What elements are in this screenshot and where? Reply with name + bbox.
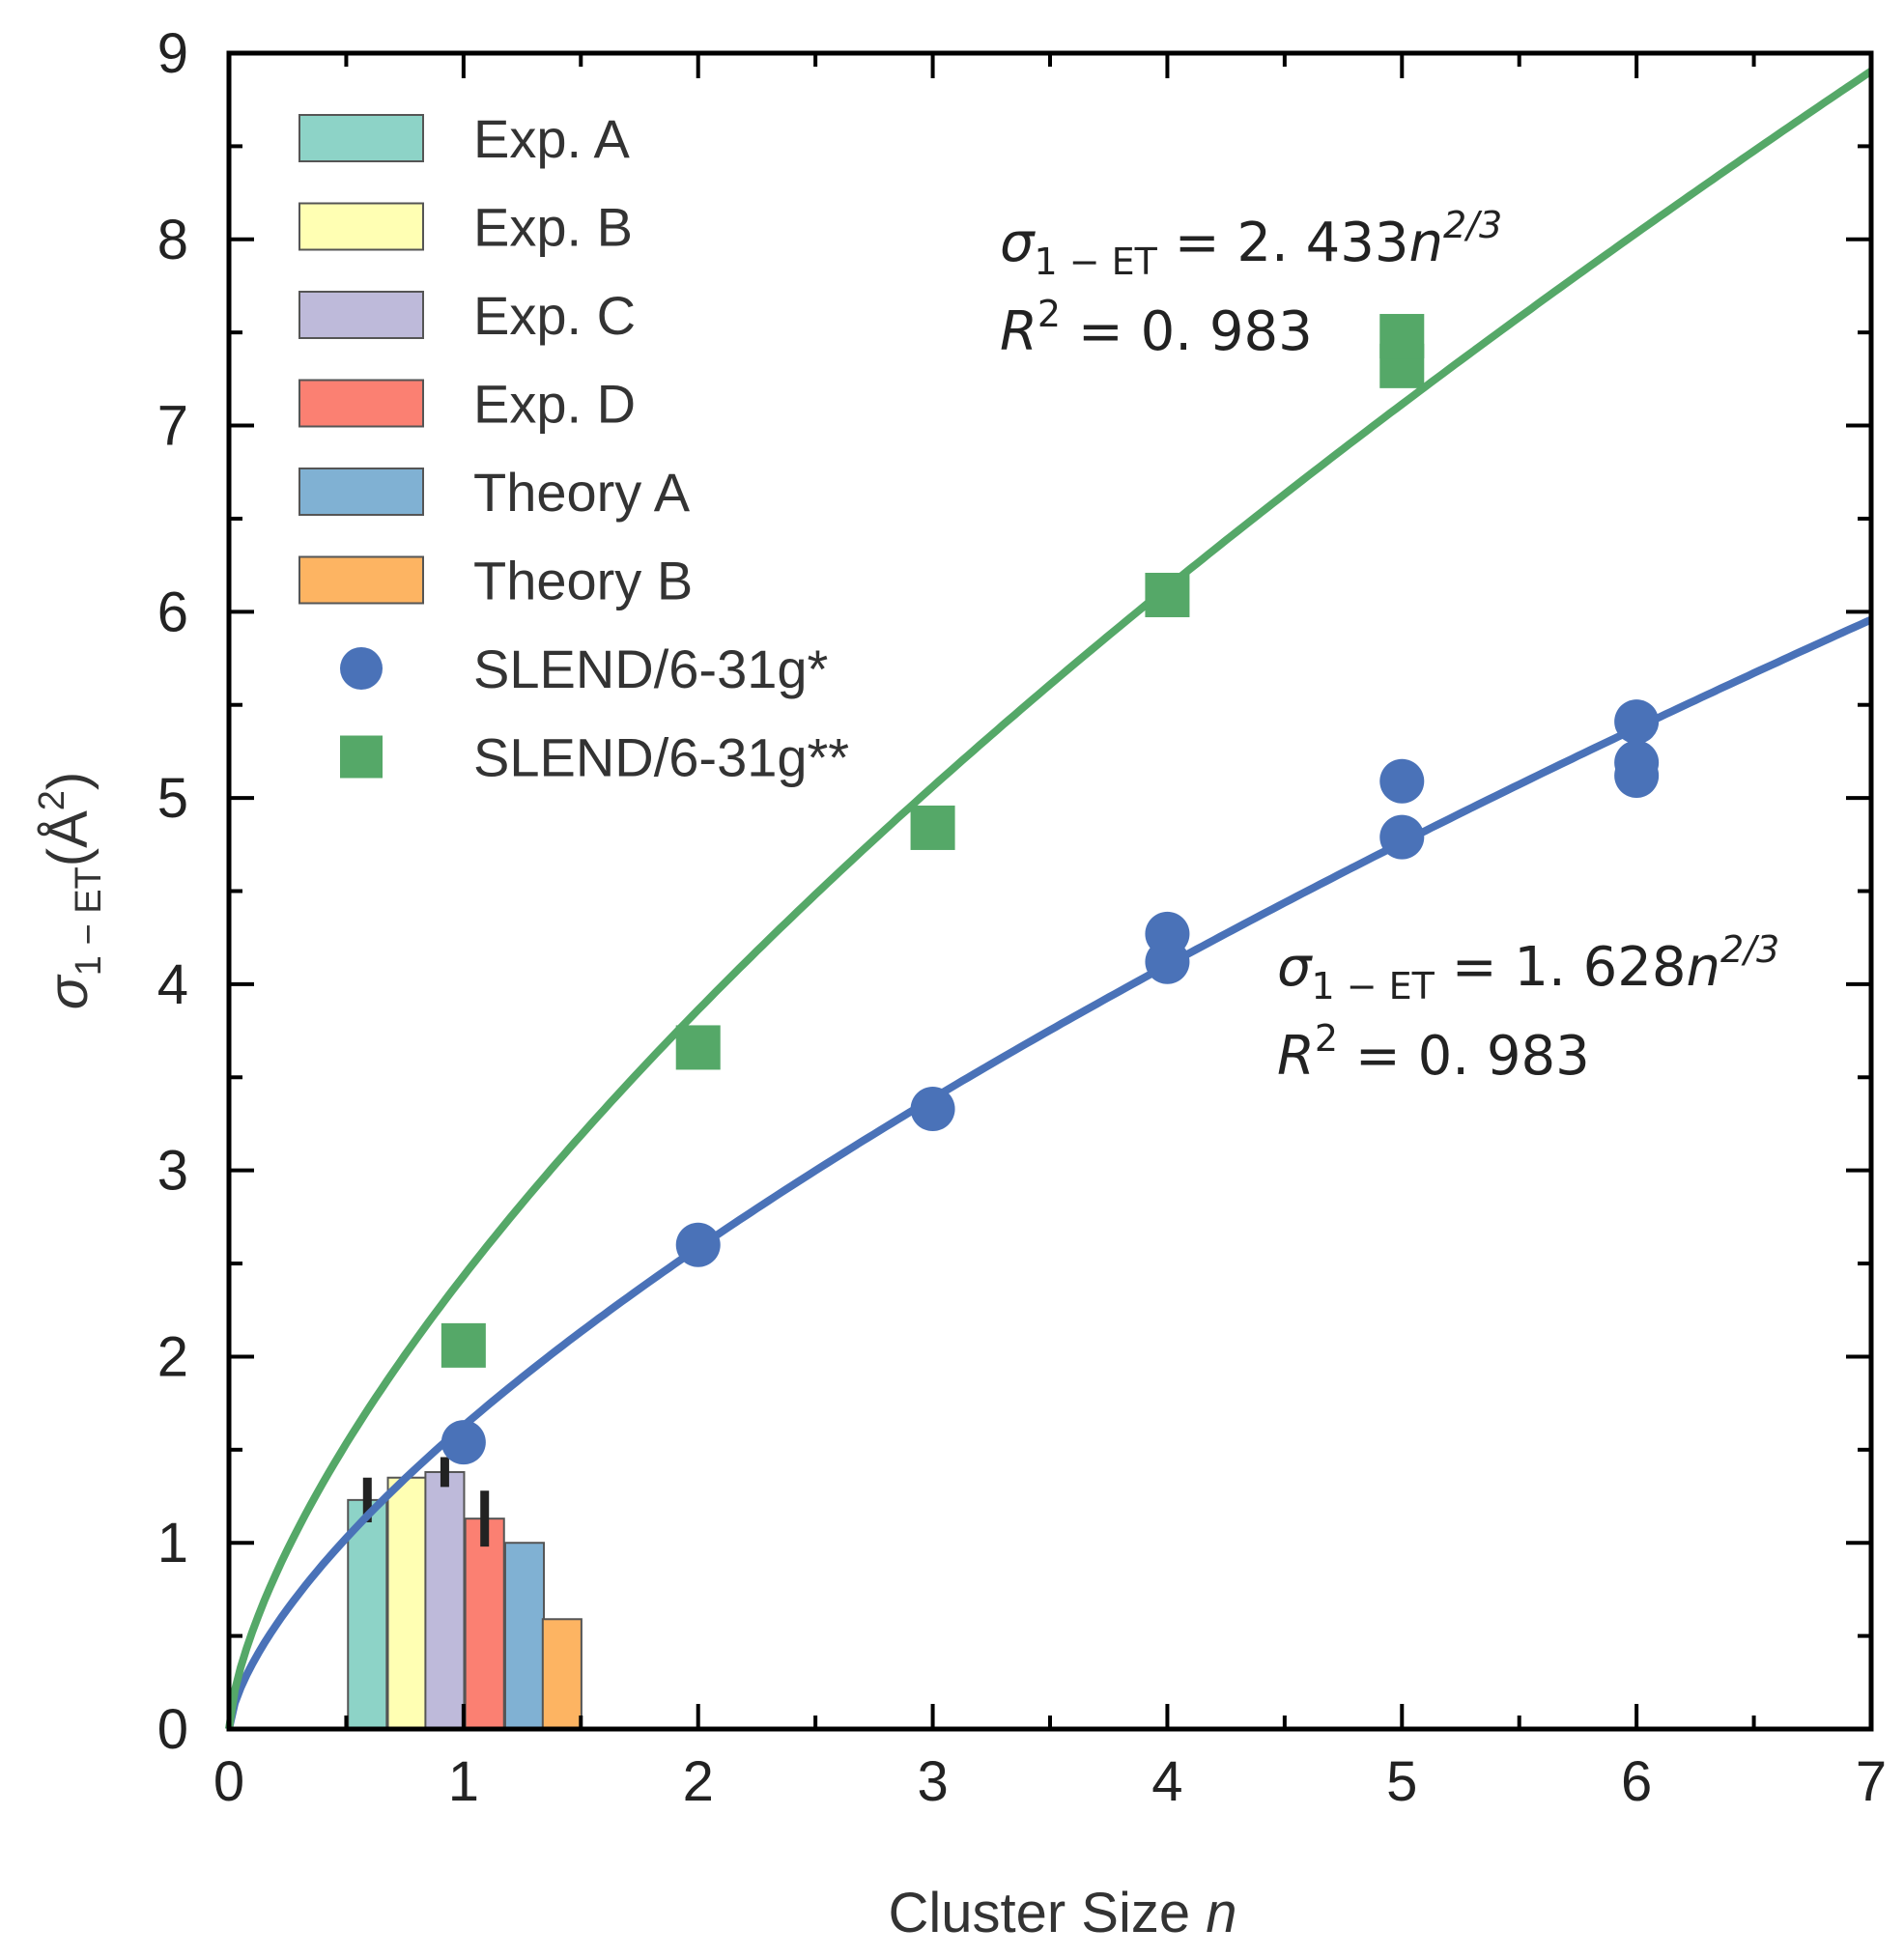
y-tick-label: 3 <box>157 1140 188 1203</box>
legend: Exp. A Exp. B Exp. C Exp. D Theory A Theory B… <box>298 108 849 788</box>
legend-label: Exp. A <box>473 108 631 169</box>
y-tick-label: 4 <box>157 953 188 1016</box>
y-axis-title: σ1 − ET(Å2) <box>32 772 109 1009</box>
data-point <box>1145 911 1190 956</box>
legend-label: SLEND/6-31g** <box>473 727 849 788</box>
y-tick-label: 0 <box>157 1698 188 1761</box>
legend-label: Exp. D <box>473 374 636 435</box>
fit-annotation-blue: σ1 − ET = 1. 628n2/3 R2 = 0. 983 <box>1277 928 1779 1088</box>
data-point <box>1145 572 1190 617</box>
y-tick-label: 8 <box>157 209 188 271</box>
bar-theory-b <box>541 1618 583 1730</box>
legend-marker <box>340 735 383 779</box>
legend-swatch <box>298 468 424 516</box>
data-point <box>1379 314 1425 359</box>
data-point <box>1614 740 1660 785</box>
x-tick-label: 3 <box>917 1750 948 1813</box>
bar-exp-a <box>347 1498 388 1730</box>
x-tick-label: 6 <box>1621 1750 1652 1813</box>
data-point <box>1614 699 1660 745</box>
x-tick-label: 7 <box>1856 1750 1887 1813</box>
data-point <box>675 1025 721 1070</box>
plot-frame <box>226 50 1874 1732</box>
x-tick-label: 4 <box>1151 1750 1182 1813</box>
x-tick-label: 1 <box>448 1750 479 1813</box>
legend-swatch <box>298 291 424 339</box>
legend-swatch <box>298 114 424 162</box>
bar-exp-d <box>464 1517 505 1731</box>
y-tick-label: 9 <box>157 22 188 85</box>
legend-marker <box>340 647 383 690</box>
legend-swatch <box>298 555 424 605</box>
fit-curve <box>225 68 1874 1730</box>
tick-labels-layer: 0 1 2 3 4 5 6 7 0 1 2 3 4 5 6 7 8 9 <box>157 22 1887 1813</box>
fit-equation-green: σ1 − ET = 2. 433n2/3 <box>1000 204 1502 283</box>
data-point <box>440 1420 486 1465</box>
fit-r2-blue: R2 = 0. 983 <box>1277 1017 1590 1088</box>
y-tick-label: 5 <box>157 767 188 830</box>
y-tick-label: 6 <box>157 581 188 643</box>
legend-label: Theory B <box>473 551 693 611</box>
data-point <box>910 1087 955 1132</box>
legend-label: Exp. B <box>473 197 633 258</box>
x-tick-label: 5 <box>1386 1750 1417 1813</box>
fits-layer <box>225 68 1874 1730</box>
y-tick-label: 2 <box>157 1325 188 1388</box>
x-tick-label: 0 <box>213 1750 244 1813</box>
data-point <box>1379 814 1425 860</box>
bars-layer <box>347 1457 583 1731</box>
x-axis-title: Cluster Size n <box>888 1882 1236 1944</box>
data-point <box>675 1222 721 1267</box>
bar-exp-c <box>424 1470 466 1730</box>
bar-theory-a <box>503 1542 546 1730</box>
bar-exp-b <box>386 1476 428 1730</box>
fit-r2-green: R2 = 0. 983 <box>1000 293 1313 363</box>
data-point <box>910 805 955 850</box>
x-tick-label: 2 <box>683 1750 714 1813</box>
legend-label: Exp. C <box>473 285 636 346</box>
legend-label: Theory A <box>473 462 691 523</box>
legend-label: SLEND/6-31g* <box>473 638 828 699</box>
fit-curve <box>225 615 1873 1730</box>
y-tick-label: 7 <box>157 395 188 458</box>
fit-annotation-green: σ1 − ET = 2. 433n2/3 R2 = 0. 983 <box>1000 204 1502 363</box>
fit-equation-blue: σ1 − ET = 1. 628n2/3 <box>1277 928 1779 1007</box>
points-layer <box>440 314 1660 1465</box>
data-point <box>440 1322 486 1368</box>
legend-swatch <box>298 379 424 428</box>
legend-swatch <box>298 202 424 251</box>
data-point <box>1379 758 1425 804</box>
y-tick-label: 1 <box>157 1512 188 1574</box>
